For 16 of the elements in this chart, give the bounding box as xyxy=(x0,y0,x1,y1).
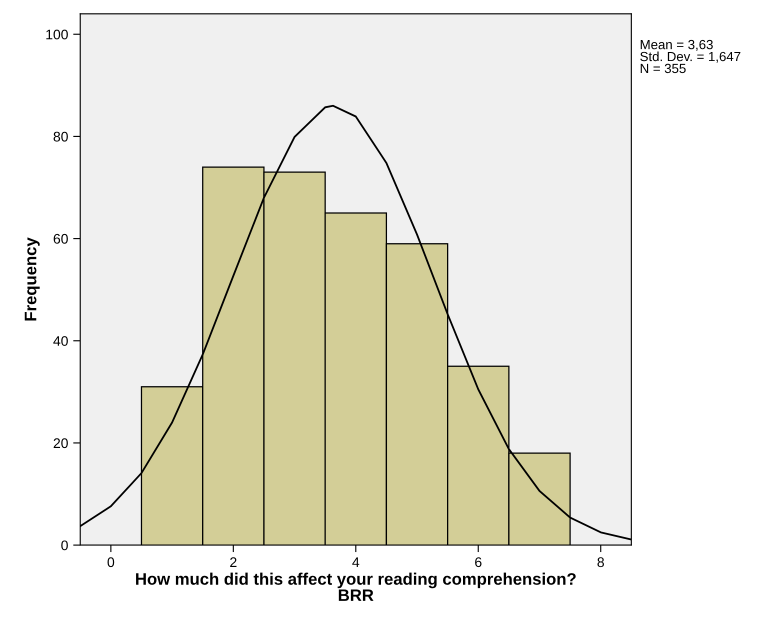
x-tick-label: 4 xyxy=(352,557,360,567)
x-tick-label: 2 xyxy=(230,557,236,567)
y-axis-title: Frequency xyxy=(24,237,40,320)
x-tick-label: 8 xyxy=(597,557,604,568)
x-tick-label: 6 xyxy=(475,557,482,568)
y-tick-label: 0 xyxy=(61,540,68,550)
y-tick-label: 80 xyxy=(54,132,68,142)
y-tick-label: 20 xyxy=(54,438,68,448)
y-tick-label: 60 xyxy=(54,234,68,244)
x-axis-title: How much did this affect your reading comprehension? BRR xyxy=(136,572,576,601)
text: Mean = 3,63 xyxy=(640,40,713,51)
text: Std. Dev. = 1,647 xyxy=(640,51,740,63)
y-tick-label: 40 xyxy=(53,336,68,346)
text: N = 355 xyxy=(640,64,686,74)
y-tick-label: 100 xyxy=(46,30,68,40)
x-tick-label: 0 xyxy=(108,557,114,568)
